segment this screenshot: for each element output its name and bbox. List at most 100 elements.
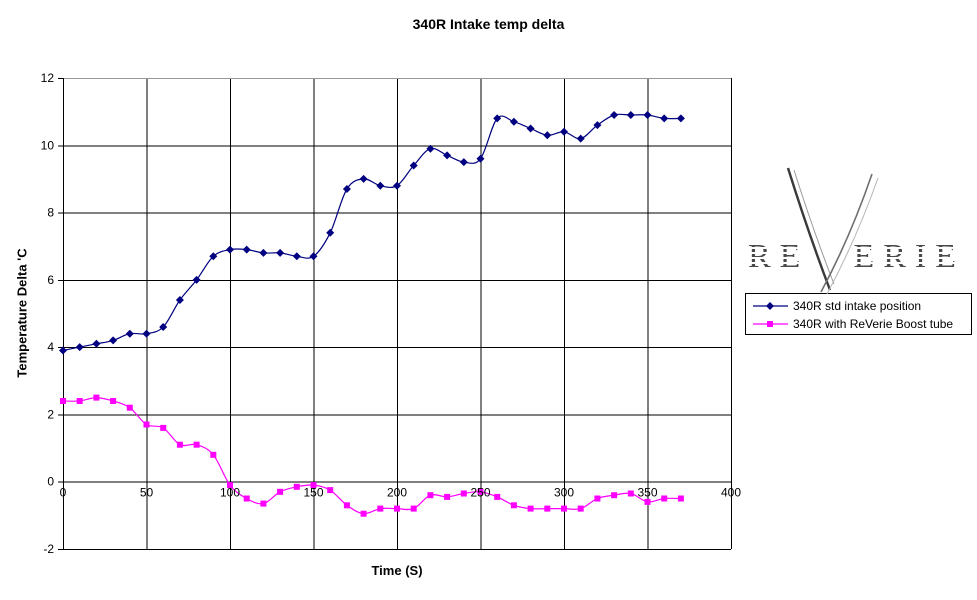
logo-left-blade — [786, 167, 832, 291]
data-point-diamond — [192, 275, 201, 284]
data-point-square — [193, 441, 200, 448]
data-point-square — [427, 492, 434, 499]
logo-left-blade-echo — [793, 169, 835, 285]
data-point-square — [110, 398, 117, 404]
data-point-diamond — [676, 114, 685, 123]
data-point-square — [143, 421, 150, 428]
data-point-square — [60, 398, 66, 404]
data-point-diamond — [476, 154, 485, 163]
data-point-square — [176, 441, 183, 448]
data-point-square — [327, 487, 334, 494]
y-tick-label: 8 — [47, 206, 54, 220]
x-tick-label: 150 — [303, 486, 323, 500]
y-tick-label: 0 — [47, 475, 54, 489]
legend-item-0: 340R std intake position — [752, 297, 971, 315]
data-point-diamond — [209, 252, 218, 261]
data-point-square — [627, 490, 634, 497]
data-point-diamond — [92, 339, 101, 348]
data-point-diamond — [543, 131, 552, 140]
data-point-square — [227, 482, 233, 489]
x-tick-label: 0 — [60, 486, 67, 500]
data-point-square — [494, 493, 501, 500]
data-point-diamond — [359, 174, 368, 183]
legend-sample-marker — [766, 302, 774, 310]
legend-label: 340R with ReVerie Boost tube — [793, 317, 954, 331]
x-tick-label: 250 — [470, 486, 490, 500]
data-point-diamond — [610, 111, 619, 119]
y-tick-label: 12 — [41, 71, 55, 85]
data-point-diamond — [509, 117, 518, 126]
data-point-diamond — [109, 336, 118, 345]
data-point-square — [243, 495, 250, 502]
y-tick-label: 6 — [47, 273, 54, 287]
data-point-diamond — [226, 245, 234, 254]
y-tick-label: 4 — [47, 340, 54, 354]
data-point-square — [527, 505, 534, 512]
data-point-diamond — [409, 161, 418, 170]
data-point-square — [343, 502, 350, 509]
data-point-square — [594, 495, 601, 502]
data-point-diamond — [376, 181, 385, 190]
data-point-square — [76, 398, 83, 404]
legend-marker-diamond-icon — [753, 302, 788, 310]
data-point-square — [310, 482, 317, 489]
data-point-square — [510, 502, 517, 509]
data-point-diamond — [660, 114, 669, 123]
data-point-square — [644, 498, 651, 505]
data-point-diamond — [426, 144, 435, 153]
data-point-square — [210, 451, 217, 458]
data-point-diamond — [142, 329, 151, 338]
logo-right-blade — [820, 173, 873, 293]
data-point-square — [360, 510, 367, 517]
legend-sample-marker — [767, 321, 773, 327]
logo-right-blade-echo — [826, 177, 879, 295]
data-point-diamond — [443, 151, 452, 160]
data-point-diamond — [393, 181, 401, 190]
y-tick-label: 2 — [47, 407, 54, 421]
data-point-diamond — [593, 121, 602, 130]
data-point-diamond — [175, 296, 184, 304]
data-point-square — [460, 490, 467, 497]
data-point-diamond — [75, 343, 84, 352]
x-tick-label: 200 — [387, 486, 407, 500]
data-point-square — [611, 492, 618, 499]
x-tick-label: 100 — [220, 486, 240, 500]
x-tick-label: 50 — [140, 486, 154, 500]
data-point-square — [661, 495, 668, 502]
data-point-diamond — [59, 346, 67, 355]
data-point-diamond — [125, 329, 134, 338]
data-point-diamond — [576, 134, 585, 143]
data-point-diamond — [276, 248, 285, 257]
data-point-diamond — [342, 185, 351, 193]
data-point-diamond — [493, 114, 502, 123]
data-point-diamond — [643, 111, 652, 119]
data-point-square — [126, 404, 133, 411]
data-point-diamond — [626, 111, 635, 119]
x-tick-label: 300 — [554, 486, 574, 500]
series-line-0 — [62, 113, 681, 352]
data-point-diamond — [459, 158, 468, 167]
legend-item-1: 340R with ReVerie Boost tube — [752, 315, 971, 333]
data-point-diamond — [292, 252, 301, 261]
data-point-square — [377, 505, 384, 512]
legend-marker-square-icon — [753, 321, 788, 327]
data-point-diamond — [309, 252, 318, 261]
data-point-square — [160, 424, 167, 431]
x-tick-label: 400 — [721, 486, 741, 500]
data-point-square — [677, 495, 684, 502]
data-point-diamond — [560, 127, 568, 136]
x-tick-label: 350 — [637, 486, 657, 500]
data-point-square — [277, 488, 284, 495]
data-point-square — [544, 505, 551, 512]
x-axis-title: Time (S) — [371, 563, 423, 578]
data-point-square — [293, 483, 300, 490]
data-point-square — [561, 505, 567, 512]
data-point-square — [577, 505, 584, 512]
reverie-logo: RE ERIE — [748, 160, 968, 302]
data-point-diamond — [259, 248, 268, 257]
chart-title: 340R Intake temp delta — [412, 16, 565, 32]
legend: 340R std intake position 340R with ReVeri… — [745, 293, 972, 335]
data-point-square — [410, 505, 417, 512]
data-point-diamond — [326, 228, 335, 237]
